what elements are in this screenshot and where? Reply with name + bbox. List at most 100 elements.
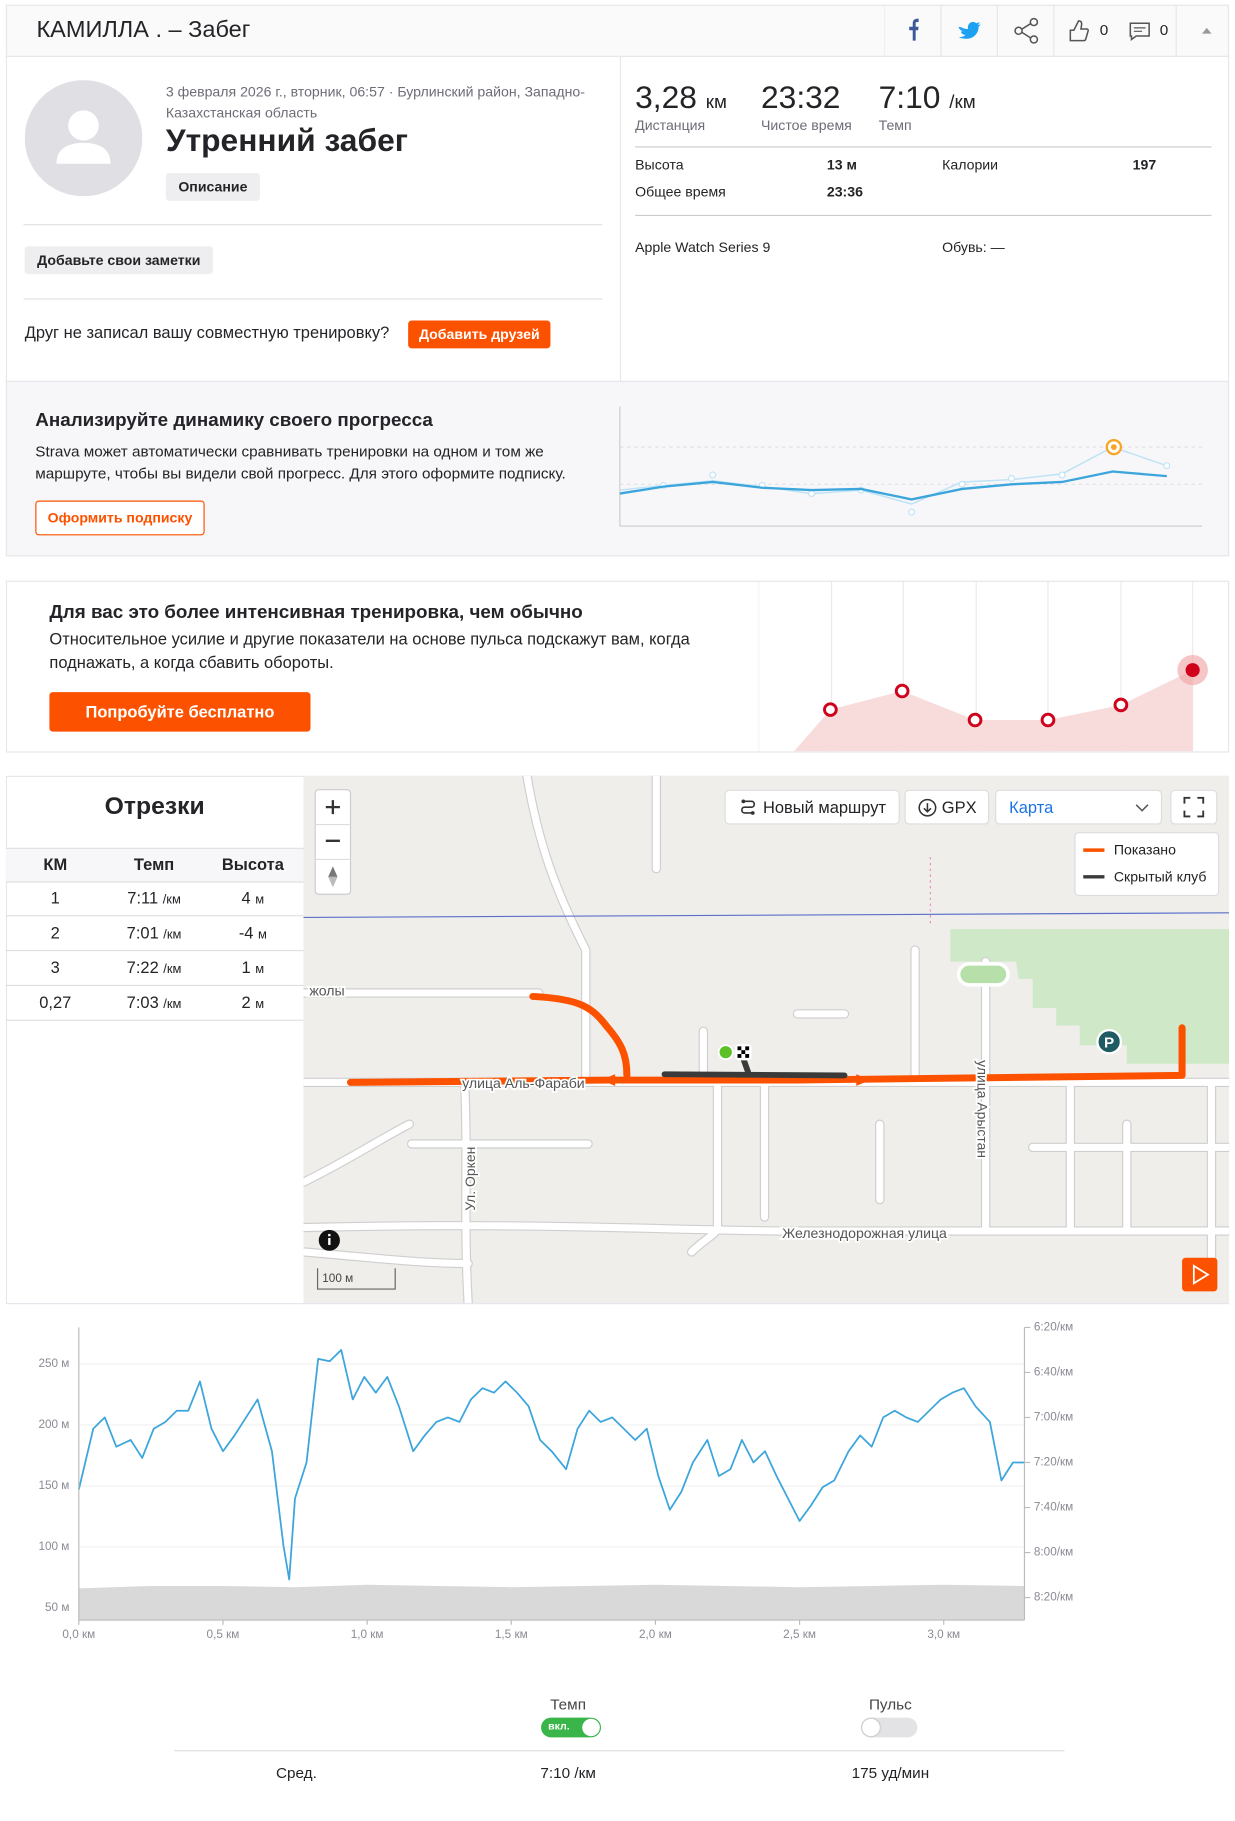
comment-icon-lines bbox=[1133, 27, 1146, 32]
progress-illustration-shape bbox=[659, 462, 1171, 516]
notes-button[interactable]: Добавьте свои заметки bbox=[24, 246, 213, 275]
kudos-icon[interactable] bbox=[1069, 20, 1089, 42]
promo-progress bbox=[5, 380, 1230, 557]
y-tick-label: 150 м bbox=[38, 1479, 69, 1492]
panel-divider bbox=[619, 55, 622, 381]
avatar[interactable] bbox=[24, 80, 143, 197]
twitter-icon[interactable] bbox=[957, 21, 981, 39]
km-cell: 2 bbox=[50, 923, 60, 942]
shoes: Обувь: — bbox=[942, 239, 1005, 256]
map-shape bbox=[601, 1074, 871, 1086]
elevation-unit: м bbox=[255, 997, 265, 1012]
gpx-button[interactable]: GPX bbox=[904, 789, 990, 825]
elevation-cell: 2 м bbox=[203, 993, 302, 1013]
finish-marker bbox=[735, 1044, 752, 1061]
route bbox=[346, 992, 1186, 1086]
divider bbox=[635, 146, 1212, 148]
date-location: 3 февраля 2026 г., вторник, 06:57 · Бурл… bbox=[165, 83, 585, 121]
map-shape bbox=[1011, 929, 1230, 1064]
progress-illustration-shape-shape bbox=[1058, 471, 1066, 479]
map-shape bbox=[956, 962, 1010, 987]
map-type-select[interactable]: Карта bbox=[995, 789, 1163, 825]
street-labels: улица Аль-Фараби Ул. Оркен улица Арыстан… bbox=[308, 981, 993, 1243]
finish-marker-shape bbox=[745, 1054, 750, 1058]
comment-icon[interactable] bbox=[1129, 22, 1150, 41]
street-label: Железнодорожная улица bbox=[782, 1225, 947, 1241]
average-label: Сред. bbox=[275, 1764, 317, 1782]
pace-value: 7:03 bbox=[126, 992, 159, 1012]
route-icon-shape bbox=[750, 811, 755, 815]
detail-value: 13 м bbox=[826, 156, 857, 174]
progress-illustration-shape-shape bbox=[908, 508, 916, 516]
share-icon-shape bbox=[1029, 17, 1039, 27]
select-label: Карта bbox=[1009, 797, 1054, 817]
zoom-controls-shape bbox=[328, 876, 338, 888]
stat-label: Темп bbox=[878, 117, 912, 134]
header-title: КАМИЛЛА . – Забег bbox=[36, 17, 251, 43]
stat-unit: км bbox=[705, 92, 727, 113]
kudos-count[interactable]: 0 bbox=[1099, 20, 1109, 39]
fullscreen-button[interactable] bbox=[1170, 789, 1218, 825]
elevation-value: 4 bbox=[241, 888, 251, 908]
button-label: Новый маршрут bbox=[762, 797, 887, 817]
column-header: Высота bbox=[221, 854, 284, 874]
elevation-value: 1 bbox=[241, 958, 251, 977]
pace-cell: 7:01 /км bbox=[105, 923, 204, 943]
effort-illustration-shape-shape bbox=[823, 702, 838, 717]
share-icon-shape bbox=[1029, 35, 1039, 44]
km-cell: 3 bbox=[50, 958, 60, 977]
subscribe-button[interactable]: Оформить подписку bbox=[35, 500, 205, 536]
facebook-icon[interactable] bbox=[909, 18, 919, 41]
share-icon-shape bbox=[1021, 23, 1031, 30]
average-pace: 7:10 /км bbox=[540, 1764, 596, 1782]
comments-count[interactable]: 0 bbox=[1159, 20, 1169, 39]
new-route-button[interactable]: Новый маршрут bbox=[724, 789, 900, 825]
header-actions bbox=[884, 4, 1212, 57]
flyover-button[interactable] bbox=[1182, 1257, 1218, 1292]
zoom-controls[interactable] bbox=[314, 789, 352, 895]
progress-illustration-shape-shape bbox=[1007, 474, 1016, 482]
effort-illustration-shape-shape bbox=[1040, 712, 1056, 728]
column-header: КМ bbox=[43, 854, 68, 874]
row-divider bbox=[5, 984, 304, 986]
row-divider bbox=[5, 1019, 304, 1021]
pace-value: 7:22 bbox=[126, 958, 159, 977]
y-tick-label: 50 м bbox=[45, 1601, 69, 1614]
zoom-controls-shape bbox=[328, 866, 338, 877]
zoom-controls-shape bbox=[325, 800, 340, 815]
device: Apple Watch Series 9 bbox=[635, 239, 771, 256]
pace-unit: /км bbox=[163, 997, 182, 1012]
poi-marker[interactable] bbox=[1096, 1028, 1123, 1055]
effort-illustration-shape-shape bbox=[967, 712, 983, 728]
try-free-button[interactable]: Попробуйте бесплатно bbox=[49, 692, 311, 732]
promo-title: Анализируйте динамику своего прогресса bbox=[35, 411, 433, 431]
map[interactable]: улица Аль-Фараби Ул. Оркен улица Арыстан… bbox=[303, 775, 1230, 1304]
y-tick-label: 200 м bbox=[38, 1418, 69, 1431]
map-shape bbox=[316, 1268, 396, 1290]
elevation-value: -4 bbox=[238, 923, 254, 942]
share-icon[interactable] bbox=[1014, 17, 1039, 44]
share-icon-shape bbox=[1014, 26, 1023, 36]
map-shape-shape bbox=[856, 1074, 871, 1086]
legend-label: Скрытый клуб bbox=[1114, 869, 1207, 885]
x-tick-label: 0,0 км bbox=[62, 1628, 95, 1641]
heart-rate-toggle[interactable] bbox=[860, 1717, 918, 1738]
x-tick-label: 1,0 км bbox=[351, 1628, 384, 1641]
share-icon-shape bbox=[1021, 31, 1031, 39]
activity-name: Утренний забег bbox=[165, 123, 408, 158]
toggle-knob bbox=[862, 1718, 880, 1737]
elevation-unit: м bbox=[255, 893, 265, 908]
route-shape bbox=[529, 992, 631, 1079]
y-tick-label: 100 м bbox=[38, 1540, 69, 1553]
detail-value: 23:36 bbox=[826, 183, 863, 200]
pace-elevation-chart: 50 м 100 м 150 м 200 м 250 м 6:20/км 6:40/км 7:… bbox=[38, 1321, 1073, 1642]
collapse-icon[interactable] bbox=[1202, 27, 1212, 34]
stat-value: 7:10 /км bbox=[879, 79, 976, 117]
route-icon bbox=[740, 799, 755, 815]
add-friends-button[interactable]: Добавить друзей bbox=[408, 320, 551, 349]
pace-toggle[interactable]: вкл. bbox=[541, 1717, 602, 1738]
avatar-shape bbox=[68, 110, 99, 141]
stat-label: Дистанция bbox=[635, 117, 706, 134]
description-button[interactable]: Описание bbox=[165, 173, 260, 201]
